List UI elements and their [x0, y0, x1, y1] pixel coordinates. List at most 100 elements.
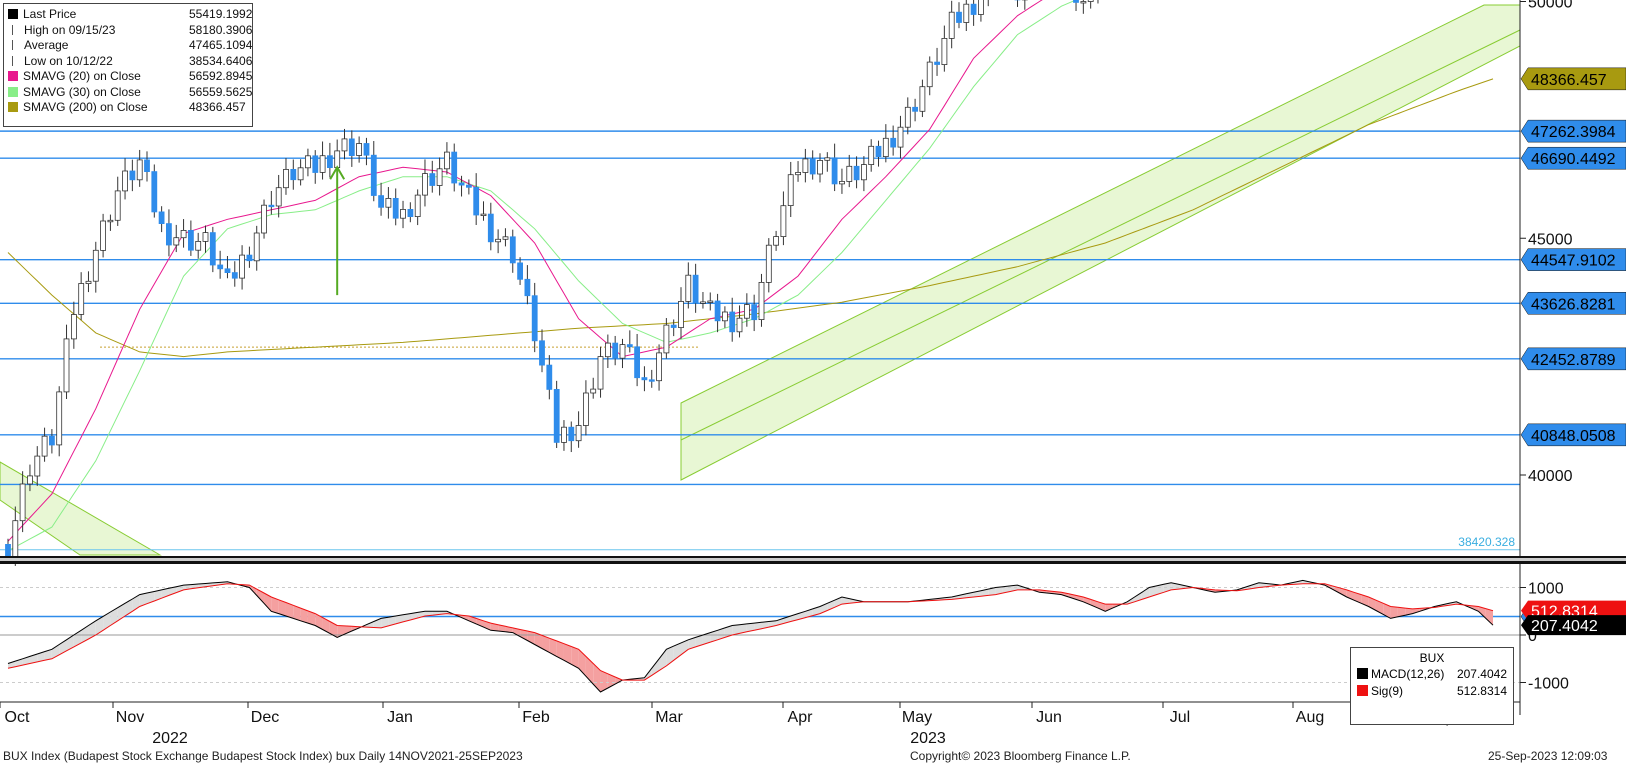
candle-body — [802, 158, 809, 173]
candle — [1080, 0, 1087, 14]
candle-body — [129, 170, 136, 181]
candle — [465, 179, 472, 195]
candle — [546, 355, 553, 400]
candle — [158, 206, 165, 233]
price-tag-label: 44547.9102 — [1531, 253, 1616, 270]
price-tag-label: 43626.8281 — [1531, 296, 1616, 313]
candle — [678, 287, 684, 339]
macd-histogram-fill — [1134, 592, 1142, 602]
legend-swatch — [12, 40, 19, 50]
candle-body — [868, 145, 875, 166]
candle-body — [473, 186, 480, 216]
candle — [261, 199, 267, 239]
candle-body — [49, 435, 55, 446]
x-month-label: Mar — [655, 709, 683, 726]
candle-body — [736, 317, 743, 333]
candle — [963, 0, 970, 32]
candle — [422, 159, 428, 207]
candle-body — [583, 392, 589, 426]
candle — [348, 130, 355, 167]
candle-body — [261, 204, 267, 234]
macd-y-tick-label: 1000 — [1528, 581, 1564, 598]
candle-body — [385, 197, 392, 208]
candle — [861, 156, 867, 192]
macd-y-tick-label: 0 — [1528, 628, 1537, 645]
candle — [780, 191, 787, 246]
signal-label: Sig(9) — [1371, 684, 1404, 698]
candle — [517, 257, 523, 285]
candle — [312, 150, 319, 184]
candle — [612, 335, 619, 366]
candle — [487, 202, 494, 251]
candle — [531, 282, 538, 353]
candle-body — [912, 106, 918, 112]
candle-body — [480, 213, 487, 217]
candle — [987, 0, 989, 7]
candle — [795, 161, 801, 182]
candle-body — [941, 38, 948, 66]
price-tag-label: 47262.3984 — [1531, 124, 1616, 141]
candle-body — [904, 106, 911, 128]
candle-body — [795, 171, 801, 176]
candle-body — [436, 168, 443, 186]
candle — [356, 136, 363, 163]
candle — [136, 149, 143, 187]
candle-body — [41, 435, 48, 457]
candle-body — [1087, 0, 1094, 2]
candle — [524, 265, 531, 305]
macd-histogram-fill — [600, 670, 608, 692]
macd-histogram-fill — [461, 615, 469, 621]
candle — [144, 151, 150, 182]
macd-histogram-fill — [44, 649, 52, 661]
macd-swatch — [1357, 668, 1368, 679]
candle-body — [934, 61, 940, 65]
macd-histogram-fill — [1163, 582, 1172, 593]
candle — [853, 156, 860, 189]
macd-histogram-fill — [980, 589, 989, 597]
legend-row-last-price: Last Price 55419.1992 — [8, 7, 252, 23]
macd-histogram-fill — [125, 598, 133, 616]
price-tag-label: 42452.8789 — [1531, 352, 1616, 369]
legend-value: 38534.6406 — [189, 53, 253, 68]
candle-body — [919, 86, 926, 112]
price-tag: 46690.4492 — [1520, 146, 1626, 170]
candle-body — [561, 426, 567, 443]
macd-histogram-fill — [1251, 582, 1259, 589]
panel-separator-inner — [0, 558, 1626, 561]
candle-body — [539, 340, 545, 366]
macd-histogram-fill — [1156, 584, 1164, 595]
candle-body — [107, 219, 114, 223]
macd-histogram-fill — [1478, 606, 1486, 619]
candle — [626, 330, 633, 353]
macd-histogram-fill — [373, 618, 382, 628]
macd-histogram-fill — [1149, 585, 1157, 597]
legend-label: SMAVG (20) on Close — [23, 69, 141, 83]
macd-histogram-fill — [1471, 605, 1479, 612]
candle-body — [312, 155, 319, 173]
price-tag: 47262.3984 — [1520, 119, 1626, 143]
price-tag-box — [1520, 146, 1626, 170]
macd-histogram-fill — [344, 625, 352, 635]
candle-body — [400, 208, 406, 219]
x-month-label: Jan — [387, 709, 413, 726]
legend-label: High on 09/15/23 — [24, 22, 116, 37]
macd-histogram-fill — [849, 598, 857, 604]
candle — [231, 261, 238, 287]
candle — [49, 429, 55, 454]
candle-body — [509, 236, 516, 264]
candle-body — [100, 220, 106, 251]
candle — [458, 175, 465, 197]
macd-legend: BUX MACD(12,26) 207.4042 Sig(9) 512.8314 — [1350, 647, 1514, 725]
candle — [751, 294, 758, 332]
candle — [297, 159, 304, 186]
candle — [707, 292, 714, 311]
candle — [744, 293, 750, 327]
candle — [63, 324, 70, 400]
macd-histogram-fill — [717, 627, 725, 640]
candle-body — [970, 3, 977, 15]
candle-body — [524, 278, 531, 297]
macd-histogram-fill — [293, 605, 301, 621]
macd-histogram-fill — [1397, 607, 1406, 617]
legend-value: 48366.457 — [189, 100, 246, 114]
